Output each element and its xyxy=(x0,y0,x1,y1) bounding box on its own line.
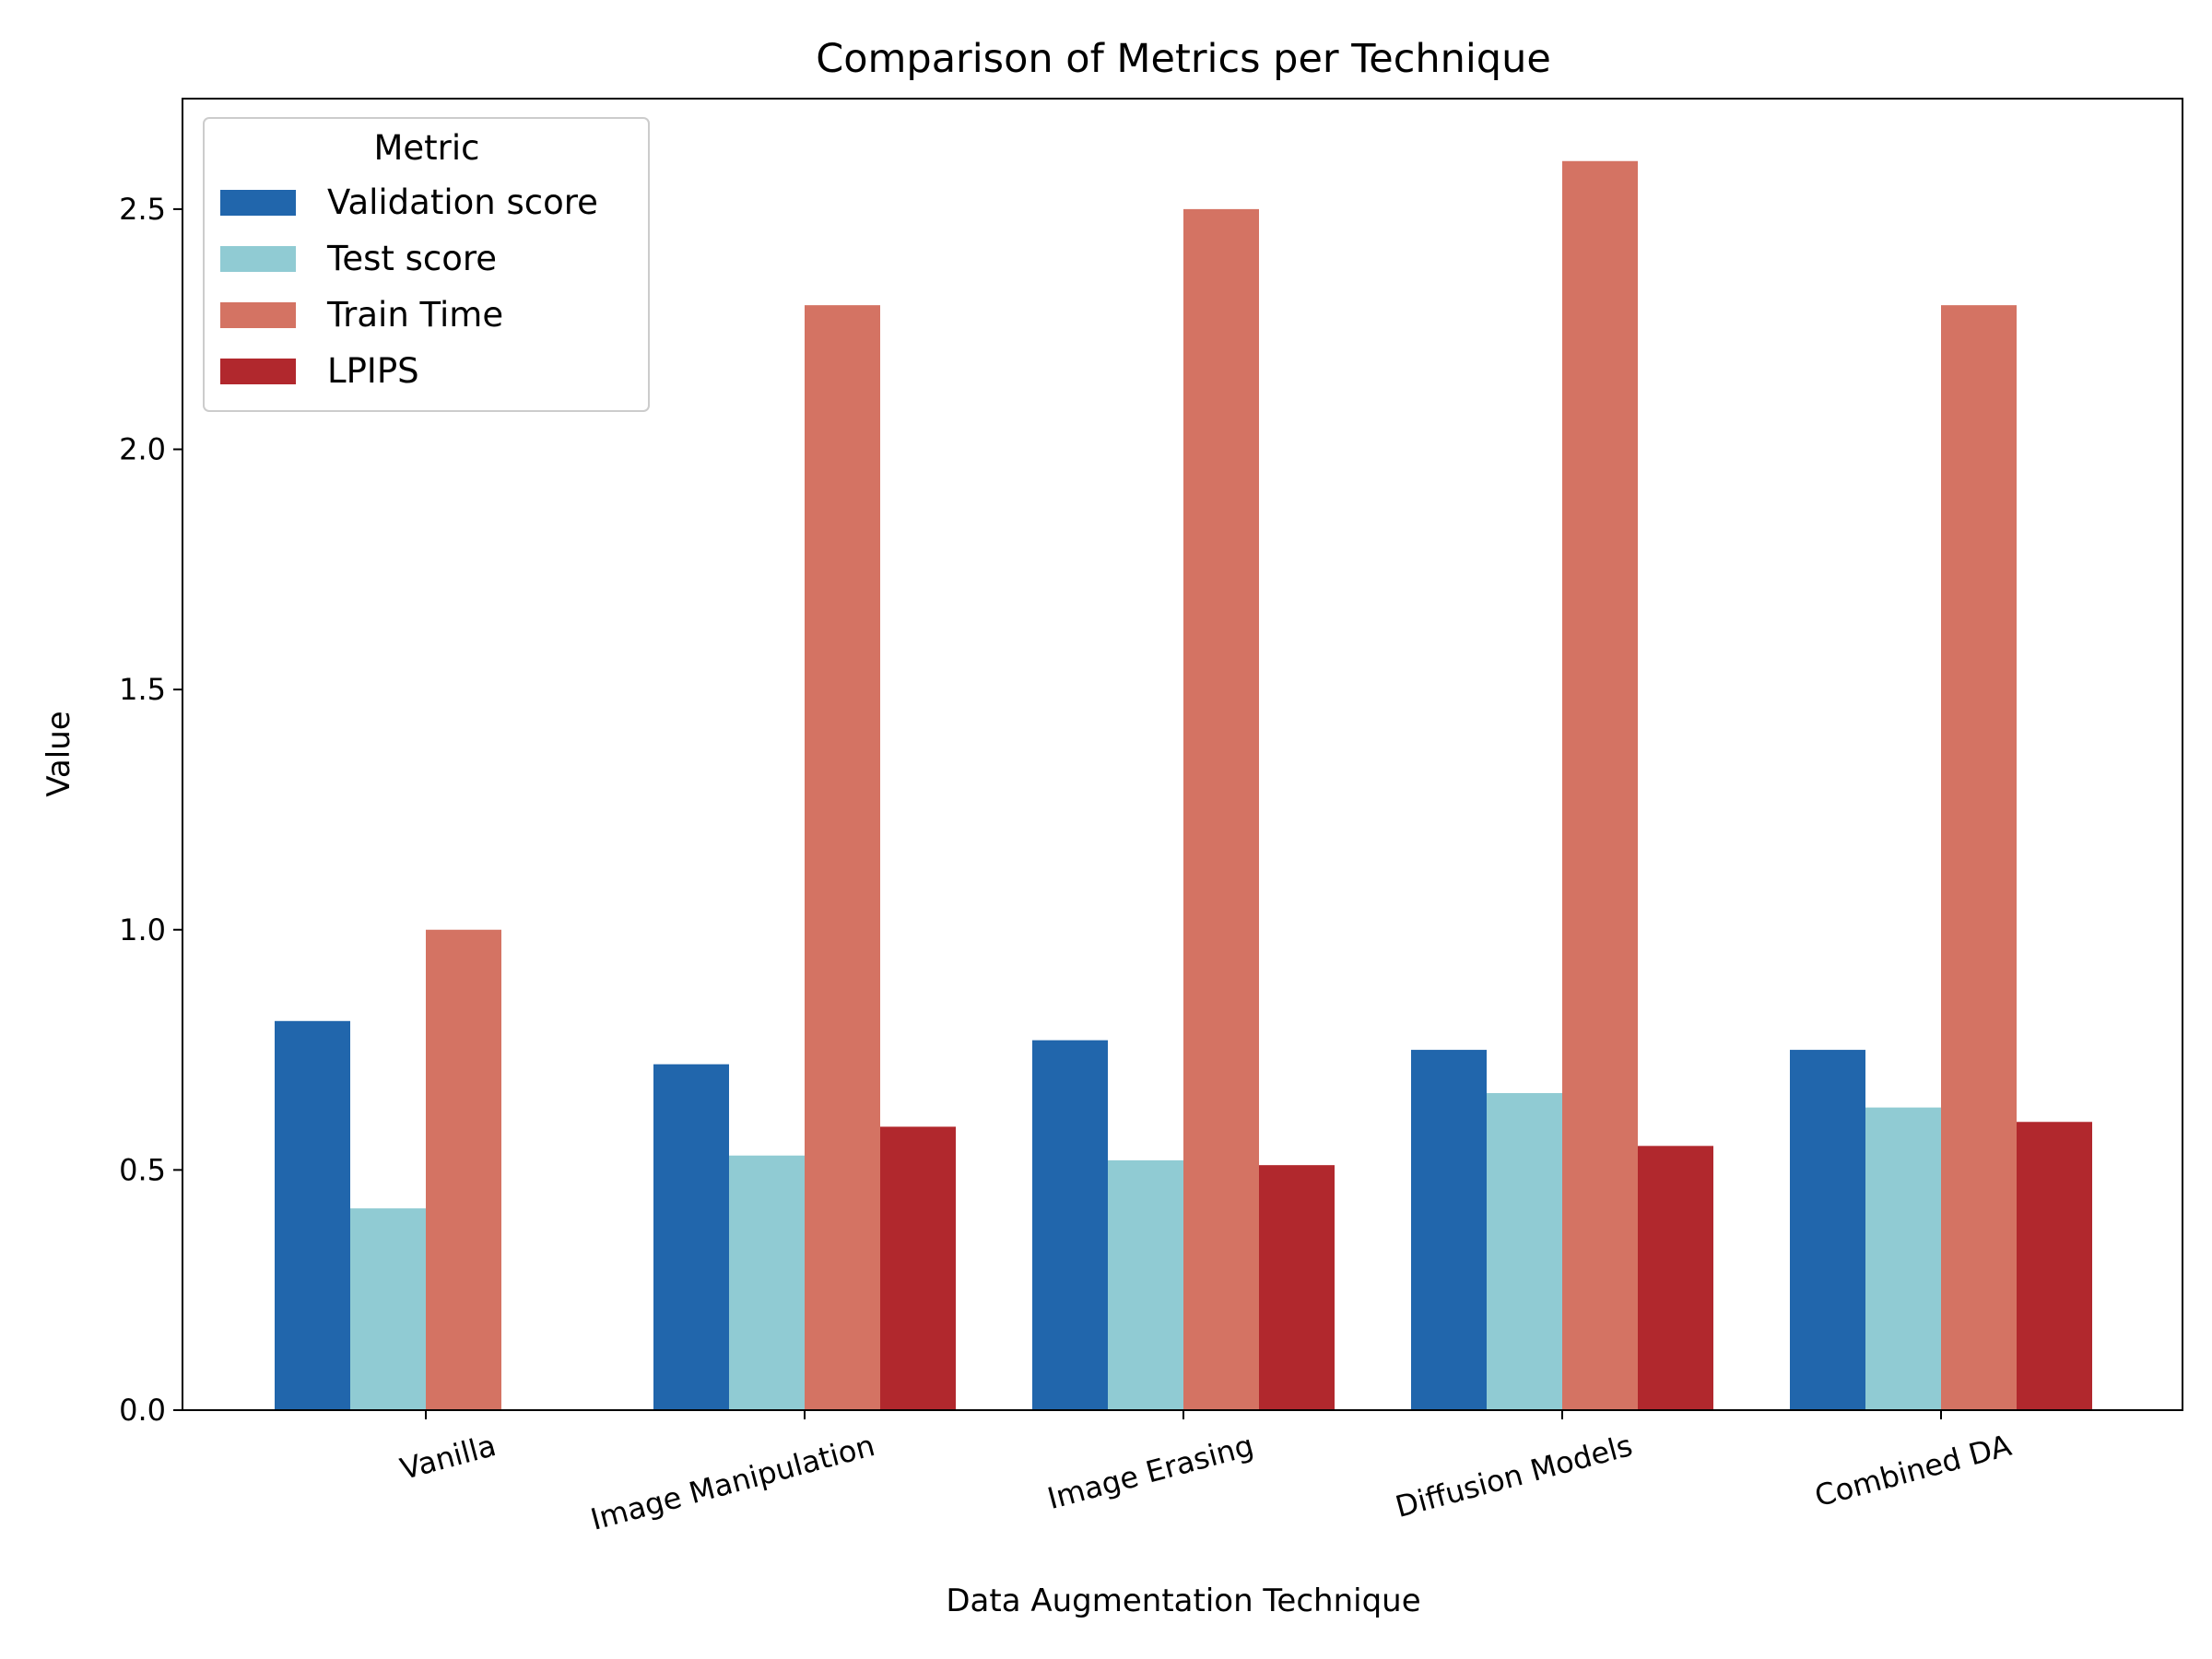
bar-train-time-0 xyxy=(426,929,501,1410)
bar-test-score-2 xyxy=(1108,1159,1183,1410)
bar-train-time-3 xyxy=(1562,160,1638,1410)
legend-label: Train Time xyxy=(326,295,503,335)
y-tick-label: 2.0 xyxy=(119,432,166,467)
bar-lpips-4 xyxy=(2017,1122,2092,1410)
x-tick-label: Combined DA xyxy=(1811,1428,2015,1513)
x-tick-label: Diffusion Models xyxy=(1392,1428,1636,1524)
bar-lpips-1 xyxy=(880,1126,956,1410)
legend-box xyxy=(203,117,650,412)
bar-train-time-4 xyxy=(1941,305,2017,1411)
x-axis-title: Data Augmentation Technique xyxy=(946,1583,1420,1619)
bar-validation-score-0 xyxy=(275,1020,350,1410)
bar-lpips-2 xyxy=(1259,1165,1335,1410)
chart-title: Comparison of Metrics per Technique xyxy=(816,36,1551,82)
y-tick-label: 0.5 xyxy=(119,1152,166,1187)
y-tick-label: 0.0 xyxy=(119,1393,166,1428)
bar-validation-score-1 xyxy=(653,1064,729,1410)
bar-test-score-1 xyxy=(729,1155,805,1410)
legend-swatch xyxy=(220,246,296,272)
legend-label: Test score xyxy=(326,239,497,278)
bar-test-score-4 xyxy=(1865,1107,1941,1410)
y-axis-title: Value xyxy=(41,711,77,796)
y-tick-label: 2.5 xyxy=(119,192,166,227)
legend-swatch xyxy=(220,359,296,384)
x-axis: Vanilla Image Manipulation Image Erasing Di… xyxy=(396,1410,2015,1537)
bar-test-score-3 xyxy=(1487,1092,1562,1410)
legend: Metric Validation score Test score Train Ti… xyxy=(203,117,650,412)
y-tick-label: 1.5 xyxy=(119,672,166,707)
legend-swatch xyxy=(220,302,296,328)
bar-lpips-3 xyxy=(1638,1146,1713,1410)
y-tick-label: 1.0 xyxy=(119,912,166,947)
x-tick-label: Vanilla xyxy=(396,1428,500,1487)
plot-area xyxy=(182,98,2183,1411)
legend-label: Validation score xyxy=(327,182,598,222)
legend-label: LPIPS xyxy=(327,351,419,391)
x-tick-label: Image Manipulation xyxy=(587,1428,878,1537)
y-axis: 0.0 0.5 1.0 1.5 2.0 2.5 xyxy=(119,192,182,1428)
x-tick-label: Image Erasing xyxy=(1044,1428,1258,1516)
bar-validation-score-3 xyxy=(1411,1050,1487,1410)
bar-train-time-1 xyxy=(805,305,880,1411)
bar-validation-score-4 xyxy=(1790,1050,1865,1410)
bar-test-score-0 xyxy=(350,1208,426,1410)
legend-swatch xyxy=(220,190,296,216)
legend-title: Metric xyxy=(373,128,479,168)
bar-train-time-2 xyxy=(1183,208,1259,1410)
bar-validation-score-2 xyxy=(1032,1040,1108,1410)
